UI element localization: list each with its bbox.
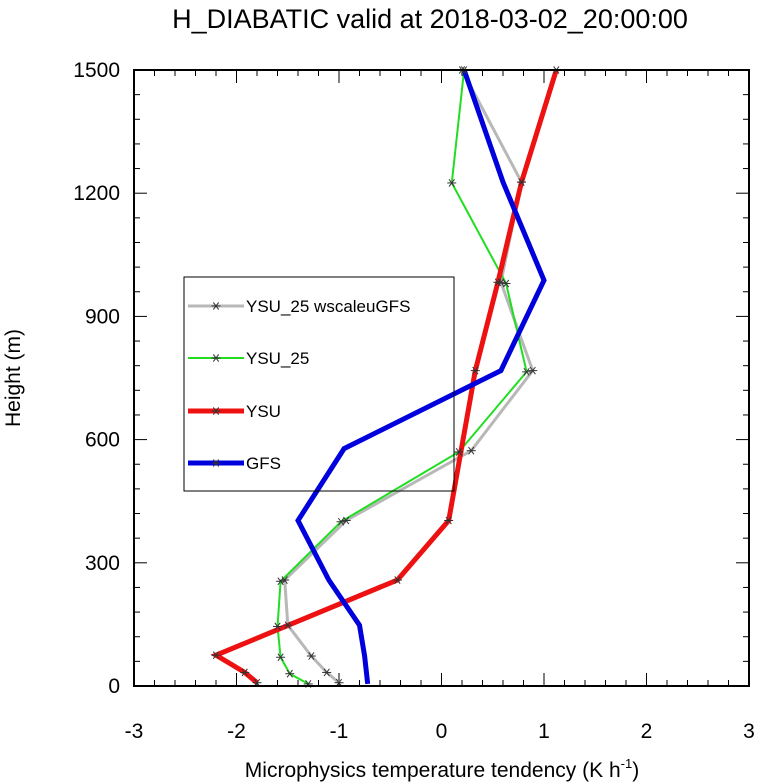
series-lines	[210, 69, 559, 685]
series-marker-2	[240, 668, 250, 677]
series-marker-0	[306, 652, 316, 660]
series-marker-1	[276, 653, 286, 662]
legend-marker	[211, 354, 221, 362]
marker-stroke	[284, 621, 291, 630]
series-marker-1	[447, 179, 457, 187]
legend-label: YSU_25 wscaleuGFS	[246, 297, 410, 316]
series-marker-2	[211, 651, 221, 660]
series-line-2	[210, 69, 559, 685]
chart-title: H_DIABATIC valid at 2018-03-02_20:00:00	[172, 4, 688, 34]
plot-frame	[133, 69, 750, 687]
marker-stroke	[277, 577, 284, 586]
y-tick-label: 600	[85, 429, 120, 452]
series-marker-0	[283, 621, 293, 630]
marker-stroke	[448, 179, 455, 187]
y-tick-label: 300	[85, 552, 120, 575]
y-tick-label: 1200	[73, 182, 120, 205]
marker-stroke	[472, 366, 479, 375]
marker-stroke	[241, 668, 248, 677]
series-marker-0	[528, 366, 538, 375]
series-marker-1	[336, 517, 346, 526]
y-tick-label: 900	[85, 305, 120, 328]
marker-stroke	[323, 668, 330, 677]
x-axis-label-end: )	[632, 759, 639, 782]
series-marker-2	[392, 576, 402, 584]
series-marker-1	[522, 367, 532, 376]
legend-box	[183, 276, 455, 492]
marker-stroke	[212, 407, 220, 415]
marker-stroke	[274, 622, 281, 631]
y-axis-label: Height (m)	[2, 329, 25, 427]
legend-marker	[211, 407, 221, 415]
legend-marker	[211, 459, 221, 467]
marker-stroke	[281, 576, 288, 584]
x-tick-label: -3	[125, 720, 144, 743]
marker-stroke	[212, 651, 220, 660]
marker-stroke	[518, 178, 525, 187]
series-marker-0	[466, 446, 476, 455]
series-marker-1	[273, 622, 282, 631]
marker-stroke	[468, 446, 475, 455]
marker-stroke	[455, 448, 463, 456]
marker-stroke	[523, 367, 530, 376]
marker-stroke	[343, 516, 350, 525]
series-marker-2	[470, 366, 480, 375]
legend-label: GFS	[246, 454, 281, 473]
series-line-3	[295, 69, 547, 685]
marker-stroke	[445, 516, 452, 525]
y-tick-label: 1500	[73, 59, 120, 82]
x-tick-label: 0	[436, 720, 448, 743]
series-marker-1	[276, 577, 286, 586]
legend-label: YSU	[246, 402, 281, 421]
marker-stroke	[337, 517, 345, 526]
x-tick-label: -2	[227, 720, 246, 743]
marker-stroke	[212, 354, 220, 362]
series-marker-2	[444, 516, 454, 525]
x-tick-label: 2	[641, 720, 653, 743]
marker-stroke	[277, 653, 284, 662]
series-marker-2	[493, 278, 503, 287]
x-axis-label-superscript: -1	[621, 756, 633, 771]
legend-marker	[211, 302, 221, 310]
marker-stroke	[286, 669, 293, 678]
x-axis-label: Microphysics temperature tendency (K h-1…	[245, 756, 639, 782]
marker-stroke	[494, 278, 501, 287]
x-axis-label-main: Microphysics temperature tendency (K h	[245, 759, 621, 782]
series-marker-0	[341, 516, 351, 525]
series-marker-0	[322, 668, 332, 677]
marker-stroke	[212, 302, 220, 310]
marker-stroke	[308, 652, 315, 660]
legend-entries: YSU_25 wscaleuGFS YSU_25 YSU GFS	[188, 297, 410, 473]
marker-stroke	[394, 576, 401, 584]
marker-stroke	[212, 459, 220, 467]
tick-labels: -3 -2 -1 0 1 2 3 0 300 600 900 1200 1500	[73, 59, 755, 743]
legend-label: YSU_25	[246, 349, 309, 368]
axis-ticks	[133, 69, 750, 687]
legend: YSU_25 wscaleuGFS YSU_25 YSU GFS	[183, 276, 455, 492]
series-marker-1	[285, 669, 295, 678]
series-marker-1	[501, 279, 511, 288]
x-tick-label: -1	[330, 720, 349, 743]
y-tick-label: 0	[108, 675, 120, 698]
series-marker-1	[454, 448, 464, 456]
x-tick-label: 3	[743, 720, 755, 743]
marker-stroke	[529, 366, 536, 375]
series-marker-2	[516, 178, 526, 187]
x-tick-label: 1	[538, 720, 550, 743]
marker-stroke	[502, 279, 510, 288]
